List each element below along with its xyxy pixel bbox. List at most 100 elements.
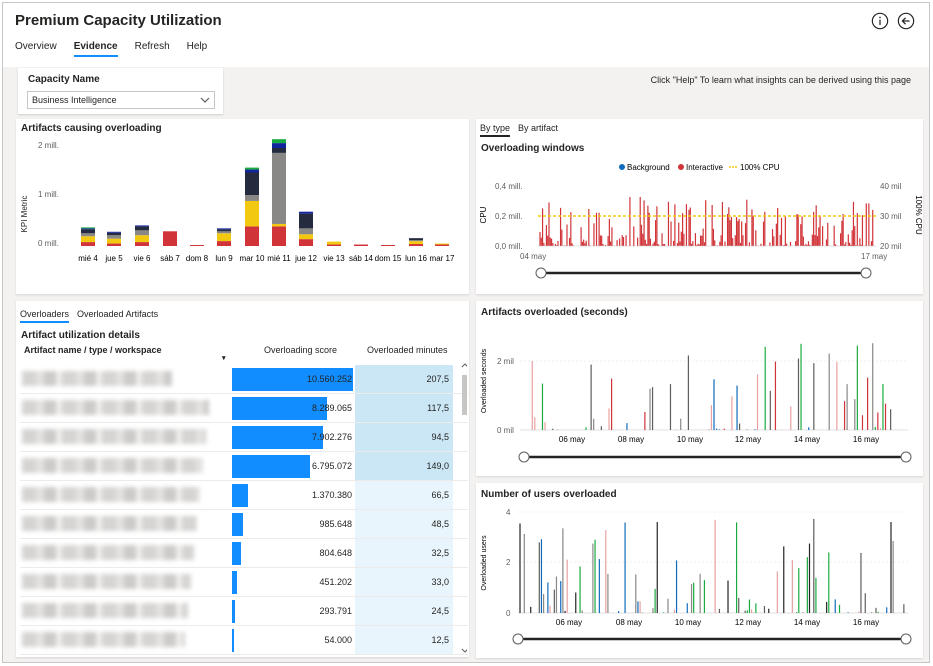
- xtick-label: mar 10: [240, 254, 265, 263]
- stacked-bar-segment: [107, 232, 121, 236]
- users-ylabel: Overloaded users: [481, 535, 488, 591]
- score-value: 7.902.276: [311, 432, 352, 442]
- table-row[interactable]: 54.000 12,5: [20, 626, 468, 655]
- score-bar: [232, 368, 353, 391]
- table-row[interactable]: 6.795.072 149,0: [20, 452, 468, 481]
- stacked-bar-segment: [435, 243, 449, 245]
- xtick-label: lun 9: [215, 254, 233, 263]
- stacked-bar-segment: [299, 228, 313, 235]
- stacked-bar-segment: [163, 231, 177, 246]
- minutes-value: 33,0: [431, 577, 449, 587]
- table-row[interactable]: 10.560.252 207,5: [20, 365, 468, 394]
- column-header-score[interactable]: Overloading score: [264, 345, 338, 355]
- score-cell: 10.560.252: [232, 365, 355, 393]
- users-slider-start-handle[interactable]: [512, 633, 524, 645]
- xtick-label: sáb 7: [160, 254, 180, 263]
- minutes-value: 207,5: [426, 374, 449, 384]
- table-row[interactable]: 8.289.065 117,5: [20, 394, 468, 423]
- xtick-label: 10 may: [677, 435, 703, 444]
- tab-evidence[interactable]: Evidence: [73, 41, 118, 57]
- tab-overloaded-artifacts[interactable]: Overloaded Artifacts: [77, 309, 159, 319]
- stacked-bar-segment: [107, 243, 121, 246]
- score-bar: [232, 571, 238, 594]
- stacked-bar-segment: [327, 241, 341, 245]
- table-row[interactable]: 1.370.380 66,5: [20, 481, 468, 510]
- column-header-minutes[interactable]: Overloaded minutes: [367, 345, 448, 355]
- users-overloaded-card: Number of users overloaded Overloaded us…: [476, 483, 923, 658]
- stacked-bar-segment: [327, 244, 341, 246]
- table-row[interactable]: 985.648 48,5: [20, 510, 468, 539]
- info-icon[interactable]: [871, 12, 889, 30]
- users-slider-end-handle[interactable]: [900, 633, 912, 645]
- scroll-thumb: [462, 375, 467, 415]
- legend-interactive-marker: [678, 164, 684, 170]
- seconds-chart-title: Artifacts overloaded (seconds): [481, 307, 628, 318]
- stacked-bar-segment: [245, 167, 259, 170]
- score-bar: [232, 629, 234, 652]
- tab-overloaders[interactable]: Overloaders: [20, 309, 70, 323]
- column-header-artifact[interactable]: Artifact name / type / workspace: [24, 345, 162, 355]
- stacked-bar-segment: [217, 241, 231, 246]
- capacity-slicer: Capacity Name Business Intelligence: [18, 68, 223, 114]
- stacked-bar-segment: [381, 245, 395, 246]
- table-row[interactable]: 804.648 32,5: [20, 539, 468, 568]
- overloaded-seconds-card: Artifacts overloaded (seconds) Overloade…: [476, 301, 923, 476]
- interactive-cpu-series: [539, 197, 874, 246]
- table-row[interactable]: 7.902.276 94,5: [20, 423, 468, 452]
- table-scrollbar[interactable]: [461, 363, 467, 653]
- minutes-value: 149,0: [426, 461, 449, 471]
- stacked-bar-segment: [272, 226, 286, 246]
- users-xaxis: 06 may 08 may 10 may 12 may 14 may 16 ma…: [556, 618, 879, 627]
- redacted-artifact-name: [22, 632, 185, 647]
- tab-by-type[interactable]: By type: [480, 123, 511, 137]
- score-cell: 293.791: [232, 597, 355, 625]
- stacked-bar-segment: [245, 226, 259, 246]
- windows-ytick-right-1: 30 mil: [880, 212, 902, 221]
- artifacts-chart: KPI Metric 2 mill. 1 mill. 0 mill. mié 4…: [20, 139, 455, 263]
- windows-slider-start-handle[interactable]: [535, 267, 547, 279]
- stacked-bar-segment: [435, 244, 449, 246]
- stacked-bar-segment: [81, 233, 95, 237]
- xtick-label: sáb 14: [349, 254, 374, 263]
- stacked-bar-segment: [272, 148, 286, 153]
- stacked-bar-segment: [217, 233, 231, 242]
- score-bar: [232, 397, 327, 420]
- score-cell: 54.000: [232, 626, 355, 654]
- stacked-bar-segment: [245, 200, 259, 227]
- stacked-bar-segment: [272, 139, 286, 144]
- minutes-cell: 207,5: [355, 365, 453, 393]
- windows-slider-end-handle[interactable]: [860, 267, 872, 279]
- back-arrow-icon[interactable]: [897, 12, 915, 30]
- capacity-dropdown[interactable]: Business Intelligence: [27, 91, 215, 109]
- table-row[interactable]: 293.791 24,5: [20, 597, 468, 626]
- tab-overview[interactable]: Overview: [15, 41, 57, 52]
- tab-refresh[interactable]: Refresh: [134, 41, 170, 52]
- xtick-label: mié 4: [78, 254, 98, 263]
- seconds-slider-start-handle[interactable]: [518, 451, 530, 463]
- tab-by-artifact[interactable]: By artifact: [518, 123, 559, 133]
- seconds-xaxis: 06 may 08 may 10 may 12 may 14 may 16 ma…: [559, 435, 879, 444]
- redacted-artifact-name: [22, 429, 206, 444]
- minutes-cell: 33,0: [355, 568, 453, 596]
- seconds-ytick-2: 2 mil: [497, 357, 514, 366]
- seconds-slider-end-handle[interactable]: [900, 451, 912, 463]
- score-value: 293.791: [319, 606, 352, 616]
- windows-ylabel-left: CPU: [479, 206, 488, 223]
- stacked-bar-segment: [81, 227, 95, 229]
- xtick-label: 08 may: [616, 618, 642, 627]
- stacked-bar-segment: [190, 245, 204, 246]
- xtick-label: jue 12: [294, 254, 317, 263]
- score-cell: 985.648: [232, 510, 355, 538]
- slicer-label: Capacity Name: [28, 74, 100, 85]
- table-row[interactable]: 451.202 33,0: [20, 568, 468, 597]
- score-cell: 7.902.276: [232, 423, 355, 451]
- legend-background: Background: [627, 163, 670, 172]
- artifacts-chart-title: Artifacts causing overloading: [21, 123, 162, 134]
- stacked-bar-segment: [245, 172, 259, 196]
- sort-arrow-icon[interactable]: ▾: [222, 355, 226, 362]
- windows-x-end: 17 may: [861, 252, 887, 261]
- tab-help[interactable]: Help: [186, 41, 208, 52]
- score-value: 985.648: [319, 519, 352, 529]
- xtick-label: 12 may: [735, 435, 761, 444]
